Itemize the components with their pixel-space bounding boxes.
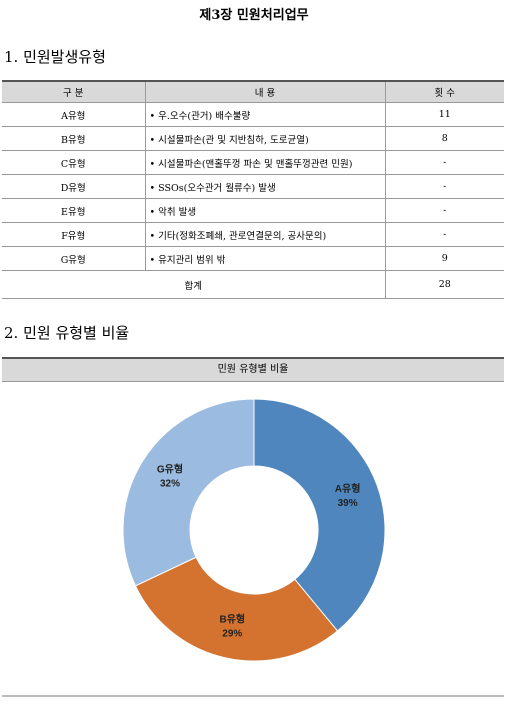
table-row: F유형 • 기타(정화조폐쇄, 관로연결문의, 공사문의) - xyxy=(2,222,504,247)
table-row: E유형 • 악취 발생 - xyxy=(2,198,504,223)
table-cell: A유형 xyxy=(2,102,146,127)
column-header: 횟 수 xyxy=(384,80,504,103)
table-cell: • 시설물파손(맨홀뚜껑 파손 및 맨홀뚜껑관련 민원) xyxy=(144,150,386,175)
slice-value-label: 39% xyxy=(338,498,358,509)
table-cell: • 기타(정화조폐쇄, 관로연결문의, 공사문의) xyxy=(144,222,386,247)
column-header: 내 용 xyxy=(144,80,386,103)
table-cell: - xyxy=(384,222,504,247)
table-cell: 8 xyxy=(384,126,504,151)
slice-category: B유형 xyxy=(219,613,245,626)
column-header: 구 분 xyxy=(2,80,146,103)
total-value: 28 xyxy=(384,270,504,299)
section-heading: 1. 민원발생유형 xyxy=(4,48,106,66)
table-row: C유형 • 시설물파손(맨홀뚜껑 파손 및 맨홀뚜껑관련 민원) - xyxy=(2,150,504,175)
table-cell: 11 xyxy=(384,102,504,127)
donut-slice xyxy=(253,398,386,632)
slice-value-label: 32% xyxy=(160,478,180,489)
donut-slice xyxy=(122,398,255,587)
table-cell: G유형 xyxy=(2,246,146,271)
table-row: A유형 • 우.오수(관거) 배수불량 11 xyxy=(2,102,504,127)
table-row: B유형 • 시설물파손(관 및 지반침하, 도로균열) 8 xyxy=(2,126,504,151)
total-row: 합계 28 xyxy=(2,270,504,299)
table-cell: C유형 xyxy=(2,150,146,175)
slice-category: G유형 xyxy=(157,462,183,475)
slice-value-label: 29% xyxy=(222,629,242,640)
donut-slice xyxy=(134,556,339,662)
slice-category: A유형 xyxy=(335,482,361,495)
table-cell: E유형 xyxy=(2,198,146,223)
table-cell: B유형 xyxy=(2,126,146,151)
chart-title: 민원 유형별 비율 xyxy=(2,357,504,382)
table-cell: • 악취 발생 xyxy=(144,198,386,223)
table-cell: - xyxy=(384,174,504,199)
total-label: 합계 xyxy=(2,270,386,299)
table-cell: • 우.오수(관거) 배수불량 xyxy=(144,102,386,127)
page-title: 제3장 민원처리업무 xyxy=(199,8,309,23)
table-cell: • 유지관리 범위 밖 xyxy=(144,246,386,271)
table-cell: - xyxy=(384,198,504,223)
section-heading: 2. 민원 유형별 비율 xyxy=(4,324,130,342)
table-cell: D유형 xyxy=(2,174,146,199)
table-cell: F유형 xyxy=(2,222,146,247)
table-cell: 9 xyxy=(384,246,504,271)
chart: A유형 39% B유형 29% G유형 32% xyxy=(2,398,504,697)
table-cell: • 시설물파손(관 및 지반침하, 도로균열) xyxy=(144,126,386,151)
table-row: D유형 • SSOs(오수관거 월류수) 발생 - xyxy=(2,174,504,199)
table-cell: • SSOs(오수관거 월류수) 발생 xyxy=(144,174,386,199)
table-cell: - xyxy=(384,150,504,175)
